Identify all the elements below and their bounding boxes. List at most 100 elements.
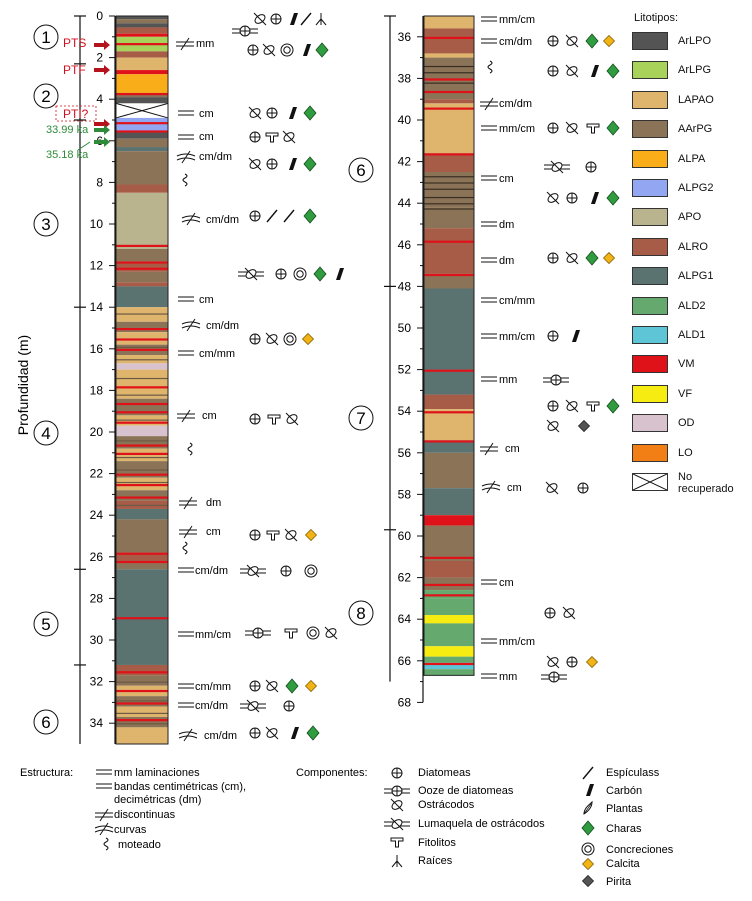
note-r-1: mm/cm	[499, 14, 535, 26]
thin-band	[424, 208, 474, 210]
lithotype-label: ArLPG	[678, 64, 712, 77]
right-lithology-column	[423, 15, 475, 676]
thin-band	[424, 65, 474, 68]
layer-ald1	[424, 662, 474, 670]
thin-band	[424, 82, 474, 84]
layer-aarpg	[116, 19, 168, 24]
layer-vm	[116, 70, 168, 75]
unit-8-label: 7	[356, 409, 365, 428]
layer-alro	[116, 261, 168, 272]
thin-band	[116, 313, 168, 315]
note-l-14: cm/mm	[195, 681, 231, 693]
lithotype-label: ALPA	[678, 152, 706, 165]
note-r-15: mm	[499, 671, 517, 683]
layer-alro	[116, 664, 168, 676]
thin-band	[116, 481, 168, 484]
note-r-6: dm	[499, 219, 514, 231]
layer-arlpo	[116, 132, 168, 139]
unit-5-label: 5	[41, 615, 50, 634]
note-l-6: cm	[199, 294, 214, 306]
unit-3-label: 3	[41, 215, 50, 234]
layer-vm	[116, 33, 168, 37]
layer-alpg2	[116, 117, 168, 133]
thin-band	[424, 196, 474, 199]
tick-label: 42	[398, 155, 412, 169]
layer-od	[116, 363, 168, 370]
unit-9-circle	[348, 600, 374, 626]
event-pts-label: PTS	[63, 36, 86, 50]
layer-alpg1	[116, 286, 168, 308]
layer-alro	[424, 28, 474, 54]
layer-aarpg	[424, 273, 474, 289]
thin-band	[116, 681, 168, 683]
layer-alpg1	[116, 508, 168, 520]
layer-lapao	[116, 57, 168, 71]
event-ptf-label: PTF	[63, 63, 86, 77]
thin-band	[424, 182, 474, 184]
vm-band	[116, 702, 168, 705]
vm-band	[116, 689, 168, 693]
tick-label: 62	[398, 571, 412, 585]
event-3518ka-marker: 35.18 ka	[46, 137, 110, 161]
comp-diatom: Diatomeas	[418, 767, 471, 779]
components-legend: Componentes: Diatomeas Ooze de diatomeas…	[296, 766, 674, 888]
lithotype-swatch	[632, 414, 668, 433]
vm-band	[116, 402, 168, 406]
note-r-7: dm	[499, 255, 514, 267]
vm-band	[116, 92, 168, 96]
structure-item-disc: discontinuas	[114, 809, 176, 821]
thin-band	[424, 176, 474, 178]
vm-band	[424, 240, 474, 243]
layer-alro	[424, 153, 474, 172]
unit-6-circle	[33, 709, 59, 735]
unit-3-circle	[33, 211, 59, 237]
tick-label: 0	[96, 9, 103, 23]
unit-5-circle	[33, 611, 59, 637]
layer-ald2	[424, 598, 474, 616]
event-3399ka-label: 33.99 ka	[46, 124, 89, 136]
layer-aarpg	[116, 271, 168, 283]
left-notes: mm cm cm cm/dm cm/dm cm cm/dm cm/mm cm d…	[175, 12, 344, 742]
structure-legend: Estructura: mm laminaciones bandas centi…	[20, 767, 246, 851]
layer-aarpg	[424, 577, 474, 591]
lithotypes-legend-title: Litotipos:	[634, 12, 679, 24]
comp-carbon: Carbón	[606, 785, 642, 797]
lithotype-swatch	[632, 120, 668, 139]
comp-concre: Concreciones	[606, 844, 674, 856]
vm-band	[424, 594, 474, 597]
layer-lapao	[116, 706, 168, 717]
vm-band	[116, 244, 168, 247]
tick-label: 64	[398, 612, 412, 626]
structure-item-mottle: moteado	[118, 839, 161, 851]
note-r-14: mm/cm	[499, 636, 535, 648]
note-l-10: dm	[206, 497, 221, 509]
note-r-9: mm/cm	[499, 331, 535, 343]
vm-band	[116, 328, 168, 331]
vm-band	[116, 130, 168, 133]
tick-label: 16	[90, 342, 104, 356]
vm-band	[116, 452, 168, 455]
tick-label: 20	[90, 425, 104, 439]
note-r-5: cm	[499, 173, 514, 185]
layer-od	[116, 425, 168, 437]
unit-2-label: 2	[41, 87, 50, 106]
thin-band	[116, 346, 168, 348]
tick-label: 4	[96, 92, 103, 106]
layer-ald2	[424, 669, 474, 676]
vm-band	[116, 473, 168, 476]
unit-4-circle	[33, 420, 59, 446]
thin-band	[116, 469, 168, 471]
tick-label: 50	[398, 321, 412, 335]
layer-arlpo	[116, 97, 168, 104]
vm-band	[424, 36, 474, 39]
lithotype-label: ALD2	[678, 299, 706, 312]
vm-band	[116, 261, 168, 264]
note-l-8: cm/mm	[199, 348, 235, 360]
vm-band	[116, 338, 168, 341]
lithotype-label: ALD1	[678, 329, 706, 341]
vm-band	[116, 671, 168, 674]
lithotype-label: VF	[678, 387, 693, 400]
lithotype-swatch	[632, 179, 668, 197]
tick-label: 30	[90, 633, 104, 647]
